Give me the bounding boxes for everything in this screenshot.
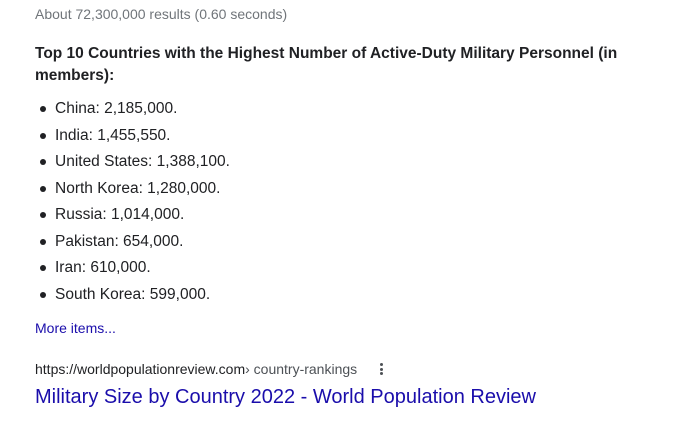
- list-item-text: India: 1,455,550.: [55, 126, 171, 144]
- bullet-icon: [40, 132, 46, 139]
- featured-snippet-list: China: 2,185,000. India: 1,455,550. Unit…: [35, 98, 230, 310]
- list-item-text: Pakistan: 654,000.: [55, 232, 184, 250]
- list-item: Pakistan: 654,000.: [35, 231, 230, 258]
- bullet-icon: [40, 265, 46, 271]
- bullet-icon: [40, 212, 46, 218]
- list-item-text: South Korea: 599,000.: [55, 285, 211, 303]
- list-item: Iran: 610,000.: [35, 257, 230, 284]
- bullet-icon: [40, 106, 46, 112]
- list-item: Russia: 1,014,000.: [35, 204, 230, 231]
- cite-path: › country-rankings: [245, 361, 358, 377]
- list-item-text: North Korea: 1,280,000.: [55, 179, 221, 197]
- bullet-icon: [40, 159, 46, 165]
- bullet-icon: [40, 238, 46, 245]
- bullet-icon: [40, 291, 46, 298]
- more-vert-icon[interactable]: [375, 363, 387, 375]
- list-item-text: United States: 1,388,100.: [55, 153, 230, 170]
- featured-snippet-title: Top 10 Countries with the Highest Number…: [35, 45, 618, 84]
- list-item-text: Iran: 610,000.: [55, 259, 151, 276]
- more-items-link[interactable]: More items...: [35, 320, 116, 336]
- list-item: United States: 1,388,100.: [35, 151, 230, 178]
- cite-domain: https://worldpopulationreview.com: [35, 361, 246, 377]
- list-item-text: China: 2,185,000.: [55, 100, 178, 117]
- result-stats: About 72,300,000 results (0.60 seconds): [35, 6, 288, 22]
- bullet-icon: [40, 185, 46, 192]
- result-cite: https://worldpopulationreview.com › coun…: [35, 360, 387, 378]
- result-title-link[interactable]: Military Size by Country 2022 - World Po…: [35, 386, 536, 408]
- list-item-text: Russia: 1,014,000.: [55, 206, 185, 223]
- list-item: China: 2,185,000.: [35, 98, 230, 125]
- list-item: North Korea: 1,280,000.: [35, 178, 230, 205]
- list-item: India: 1,455,550.: [35, 125, 230, 152]
- list-item: South Korea: 599,000.: [35, 284, 230, 311]
